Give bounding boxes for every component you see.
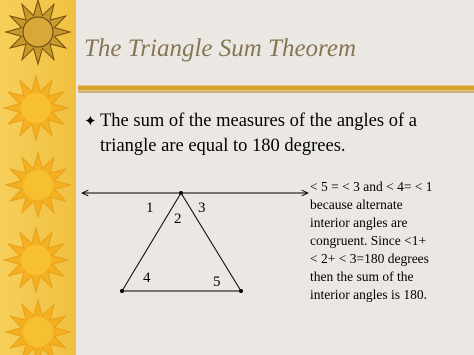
sun (2, 74, 70, 142)
title: The Triangle Sum Theorem (84, 35, 356, 62)
note-line: congruent. Since <1+ (310, 233, 426, 248)
note-line: interior angles are (310, 215, 407, 230)
sun-core (23, 317, 53, 347)
triangle-diagram: 1 2 3 4 5 (82, 191, 308, 293)
triangle (121, 192, 242, 292)
bullet-line: triangle are equal to 180 degrees. (100, 136, 346, 156)
angle-label: 2 (174, 211, 182, 227)
sun (4, 151, 72, 219)
note-line: then the sum of the (310, 269, 413, 284)
sun-core (22, 16, 54, 48)
angle-label: 1 (146, 200, 154, 216)
bullet-line: The sum of the measures of the angles of… (100, 111, 417, 131)
sun (2, 226, 70, 294)
sun (4, 0, 72, 66)
sun-core (23, 170, 53, 200)
sun-core (21, 93, 51, 123)
sun (4, 298, 72, 355)
note: < 5 = < 3 and < 4= < 1 because alternate i… (310, 179, 433, 302)
vertex (120, 289, 124, 293)
note-line: interior angles is 180. (310, 287, 427, 302)
sun-decorations (2, 0, 72, 355)
note-line: because alternate (310, 197, 403, 212)
vertex (239, 289, 243, 293)
vertex (179, 191, 183, 195)
angle-label: 4 (143, 270, 151, 286)
note-line: < 5 = < 3 and < 4= < 1 (310, 179, 433, 194)
angle-label: 3 (198, 200, 206, 216)
bullet-icon: ✦ (84, 114, 97, 130)
sun-core (21, 245, 51, 275)
angle-label: 5 (213, 274, 221, 290)
note-line: < 2+ < 3=180 degrees (310, 251, 429, 266)
